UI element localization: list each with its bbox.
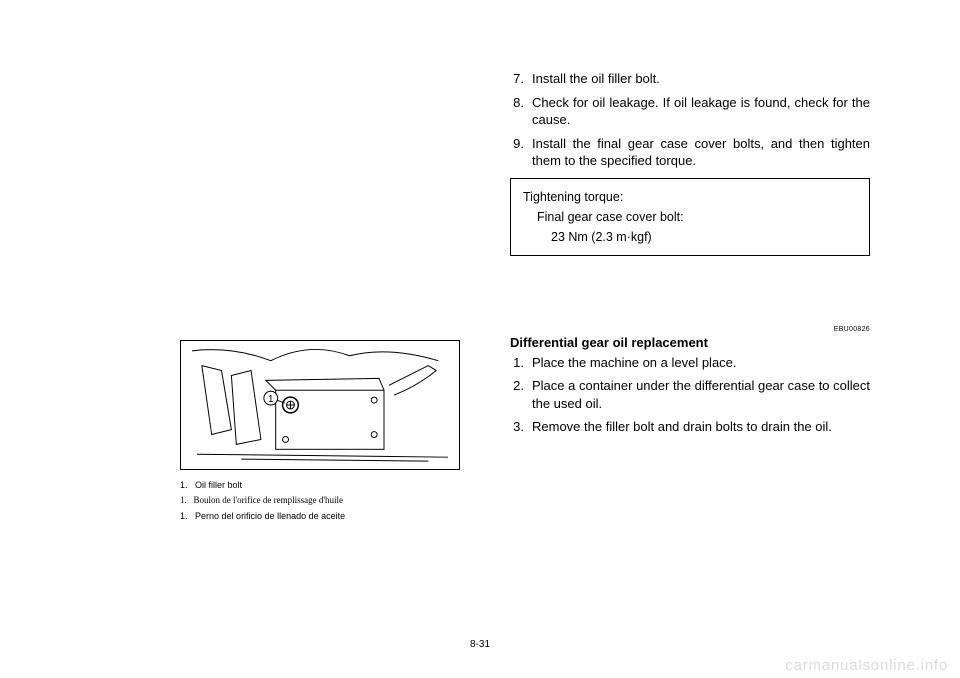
right-column: 7. Install the oil filler bolt. 8. Check… — [510, 70, 870, 442]
caption-num: 1. — [180, 480, 188, 490]
item-text: Check for oil leakage. If oil leakage is… — [532, 94, 870, 129]
item-text: Remove the filler bolt and drain bolts t… — [532, 418, 870, 436]
section-heading: Differential gear oil replacement — [510, 335, 870, 350]
item-number: 3. — [510, 418, 532, 436]
torque-spec-box: Tightening torque: Final gear case cover… — [510, 178, 870, 256]
torque-value: 23 Nm (2.3 m·kgf) — [523, 227, 857, 247]
item-text: Place the machine on a level place. — [532, 354, 870, 372]
caption-num: 1. — [180, 495, 187, 505]
item-text: Place a container under the differential… — [532, 377, 870, 412]
caption-en: 1. Oil filler bolt — [180, 478, 460, 493]
page-number: 8-31 — [470, 639, 490, 650]
watermark: carmanualsonline.info — [785, 657, 948, 674]
instructions-top: 7. Install the oil filler bolt. 8. Check… — [510, 70, 870, 170]
oil-filler-bolt-diagram: 1 — [180, 340, 460, 470]
torque-item: Final gear case cover bolt: — [523, 207, 857, 227]
caption-fr: 1. Boulon de l'orifice de remplissage d'… — [180, 493, 460, 508]
list-item: 2. Place a container under the different… — [510, 377, 870, 412]
torque-label: Tightening torque: — [523, 187, 857, 207]
caption-text: Boulon de l'orifice de remplissage d'hui… — [194, 495, 343, 505]
caption-num: 1. — [180, 511, 188, 521]
list-item: 8. Check for oil leakage. If oil leakage… — [510, 94, 870, 129]
list-item: 1. Place the machine on a level place. — [510, 354, 870, 372]
item-number: 7. — [510, 70, 532, 88]
figure-captions: 1. Oil filler bolt 1. Boulon de l'orific… — [180, 478, 460, 524]
item-number: 8. — [510, 94, 532, 129]
manual-page: 7. Install the oil filler bolt. 8. Check… — [60, 40, 900, 638]
item-number: 1. — [510, 354, 532, 372]
item-number: 2. — [510, 377, 532, 412]
list-item: 7. Install the oil filler bolt. — [510, 70, 870, 88]
item-text: Install the final gear case cover bolts,… — [532, 135, 870, 170]
list-item: 3. Remove the filler bolt and drain bolt… — [510, 418, 870, 436]
instructions-bottom: 1. Place the machine on a level place. 2… — [510, 354, 870, 436]
left-column: 1 1. Oil filler bolt 1. Boulon de l'orif… — [180, 340, 460, 524]
caption-text: Oil filler bolt — [195, 480, 242, 490]
caption-es: 1. Perno del orificio de llenado de acei… — [180, 509, 460, 524]
svg-text:1: 1 — [268, 394, 273, 405]
caption-text: Perno del orificio de llenado de aceite — [195, 511, 345, 521]
item-text: Install the oil filler bolt. — [532, 70, 870, 88]
diagram-svg: 1 — [181, 341, 459, 469]
item-number: 9. — [510, 135, 532, 170]
list-item: 9. Install the final gear case cover bol… — [510, 135, 870, 170]
reference-code: EBU00826 — [510, 326, 870, 333]
